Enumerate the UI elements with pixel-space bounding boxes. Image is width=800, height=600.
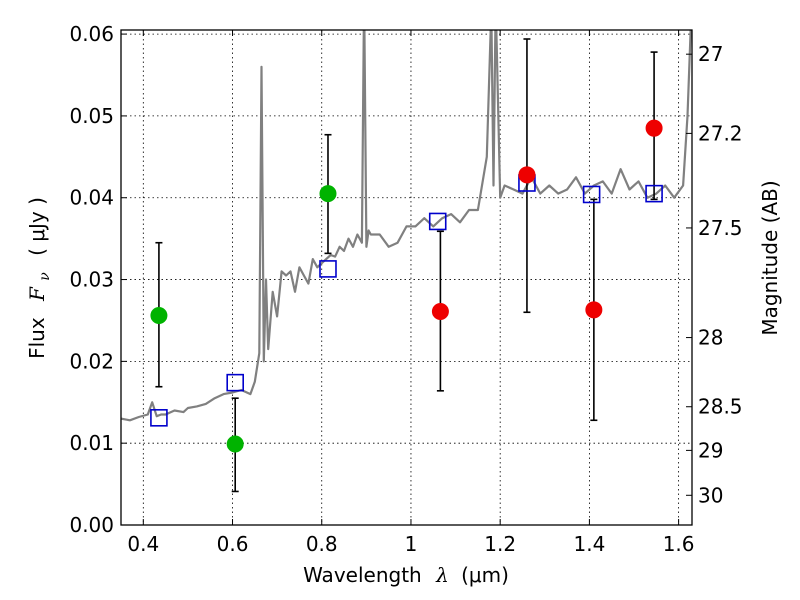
x-axis-label-symbol: λ xyxy=(435,563,449,587)
model-square-marker xyxy=(582,185,601,204)
model-square-marker xyxy=(150,409,168,427)
observed-point-marker xyxy=(431,302,449,320)
x-axis-label: Wavelength λ (μm) xyxy=(303,563,509,587)
model-square-marker xyxy=(645,184,663,203)
x-tick-label: 0.4 xyxy=(127,532,159,556)
data-layer xyxy=(121,30,692,493)
mag-tick-label: 28 xyxy=(698,326,723,350)
observed-point-marker xyxy=(645,119,663,137)
mag-tick-label: 27.5 xyxy=(698,216,743,240)
observed-point-marker xyxy=(585,301,603,319)
observed-point-marker xyxy=(150,307,168,325)
y-axis-right-label: Magnitude (AB) xyxy=(758,180,782,335)
plot-frame xyxy=(120,29,693,526)
mag-tick-label: 27.2 xyxy=(698,121,743,145)
y-axis-left-label-unit: ( μJy ) xyxy=(25,197,49,256)
mag-tick-label: 27 xyxy=(698,42,723,66)
y-tick-label: 0.02 xyxy=(69,349,114,373)
mag-tick-label: 30 xyxy=(698,483,723,507)
grid xyxy=(121,30,692,526)
mag-tick-label: 28.5 xyxy=(698,395,743,419)
y-axis-left-label-symbol: F xyxy=(25,286,49,302)
observed-point-marker xyxy=(319,185,337,203)
ticks: 0.4 0.6 0.8 1 1.2 1.4 1.6 0.00 0.01 0.02 0.03 0.04 0… xyxy=(69,22,742,556)
y-tick-label: 0.03 xyxy=(69,268,114,292)
x-axis-label-text: Wavelength xyxy=(303,563,422,587)
x-tick-label: 1 xyxy=(405,532,418,556)
y-tick-label: 0.00 xyxy=(69,513,114,537)
x-axis-label-unit: (μm) xyxy=(461,563,509,587)
x-tick-label: 1.4 xyxy=(573,532,605,556)
x-tick-label: 1.6 xyxy=(663,532,695,556)
y-axis-left-label-text: Flux xyxy=(25,317,49,359)
observed-point-marker xyxy=(518,166,536,184)
y-tick-label: 0.04 xyxy=(69,186,114,210)
model-square-marker xyxy=(319,260,337,278)
x-tick-label: 0.6 xyxy=(217,532,249,556)
y-tick-label: 0.06 xyxy=(69,22,114,46)
y-tick-label: 0.05 xyxy=(69,104,114,128)
x-tick-label: 0.8 xyxy=(306,532,338,556)
model-square-marker xyxy=(428,212,447,231)
mag-tick-label: 29 xyxy=(698,438,723,462)
y-tick-label: 0.01 xyxy=(69,431,114,455)
model-square-marker xyxy=(226,373,244,392)
y-axis-left-label: Flux F ν ( μJy ) xyxy=(25,197,54,359)
y-axis-left-label-subscript: ν xyxy=(37,272,53,281)
x-tick-label: 1.2 xyxy=(484,532,516,556)
spectrum-line xyxy=(121,30,692,422)
observed-point-marker xyxy=(226,435,244,453)
